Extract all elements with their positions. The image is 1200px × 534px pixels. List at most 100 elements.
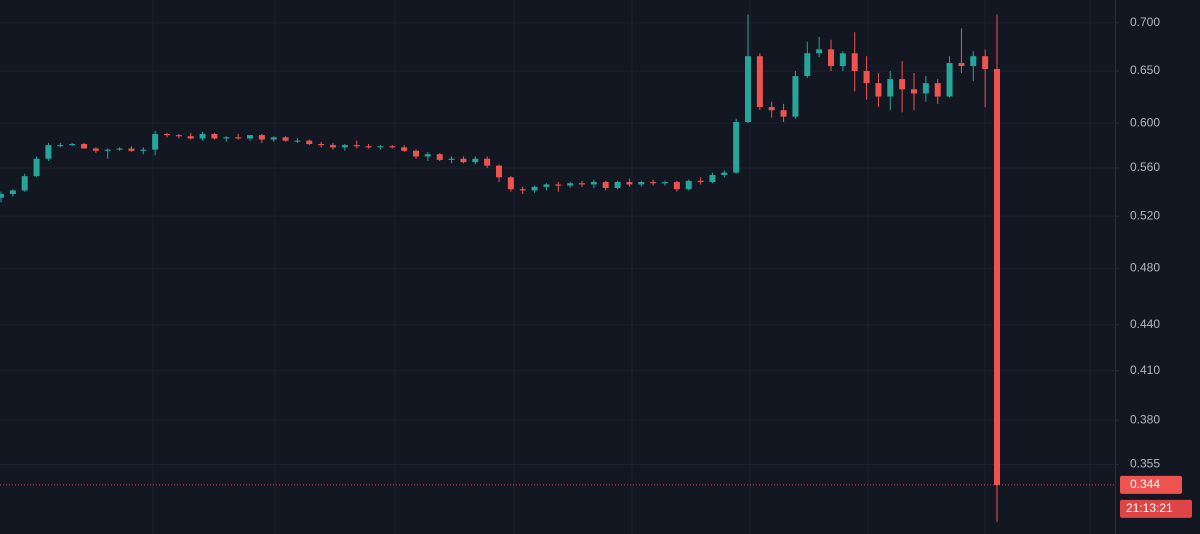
candle-body xyxy=(270,137,277,140)
candle xyxy=(448,156,455,164)
candle-body xyxy=(958,63,965,67)
candle xyxy=(685,179,692,191)
candle-body xyxy=(401,147,408,151)
candle xyxy=(958,28,965,74)
candle xyxy=(270,136,277,142)
candle-body xyxy=(579,183,585,185)
candle-body xyxy=(768,107,775,111)
candle xyxy=(887,71,894,111)
candle-body xyxy=(531,186,538,191)
candle-body xyxy=(543,184,550,187)
candle xyxy=(994,14,1000,522)
candle-body xyxy=(507,177,514,190)
candle-body xyxy=(187,136,194,139)
candle-body xyxy=(555,184,562,186)
candle-body xyxy=(887,79,894,97)
candle-body xyxy=(792,76,799,117)
candle xyxy=(104,148,111,159)
candle xyxy=(175,134,182,139)
countdown-box xyxy=(1120,499,1192,518)
candle xyxy=(460,156,467,164)
candle-body xyxy=(828,49,834,67)
candle-body xyxy=(81,144,87,149)
candle-body xyxy=(258,135,265,140)
candle xyxy=(662,180,668,186)
candle-body xyxy=(211,134,218,139)
candle xyxy=(970,51,977,82)
candle-body xyxy=(247,135,253,139)
candle-body xyxy=(448,158,455,160)
candle-body xyxy=(685,180,692,190)
candle-body xyxy=(875,83,882,97)
countdown-label: 21:13:21 xyxy=(1126,501,1173,515)
candle xyxy=(140,147,147,155)
candle xyxy=(223,136,230,142)
candle xyxy=(92,147,99,154)
candle-body xyxy=(911,89,917,94)
candle xyxy=(650,179,657,186)
candle xyxy=(828,39,834,72)
candle xyxy=(318,141,325,148)
candle xyxy=(436,153,443,162)
candle-body xyxy=(673,182,680,190)
candle-body xyxy=(282,137,289,141)
candle xyxy=(555,182,562,192)
y-tick-label: 0.560 xyxy=(1130,160,1160,174)
candle-body xyxy=(709,174,716,183)
candle xyxy=(590,179,597,189)
candle-body xyxy=(199,134,206,139)
candle xyxy=(768,101,775,118)
candle xyxy=(934,79,941,104)
candle-body xyxy=(804,53,811,77)
candle-body xyxy=(0,194,4,198)
candle-body xyxy=(294,140,301,142)
candle-body xyxy=(994,69,1000,485)
candle-body xyxy=(69,144,76,146)
candle-body xyxy=(128,148,135,151)
candle xyxy=(709,172,716,184)
candle-body xyxy=(365,146,372,148)
candle xyxy=(401,145,408,152)
candle-body xyxy=(330,145,336,148)
candle-body xyxy=(922,83,929,94)
candle xyxy=(602,180,609,191)
candle xyxy=(389,145,396,149)
y-tick-label: 0.520 xyxy=(1130,208,1160,222)
y-tick-label: 0.700 xyxy=(1130,15,1160,29)
candle xyxy=(472,156,479,165)
candle xyxy=(946,56,953,98)
candle-body xyxy=(57,145,64,147)
candle xyxy=(199,131,206,141)
candle-body xyxy=(638,182,645,185)
candle-body xyxy=(650,182,657,184)
candle-body xyxy=(496,165,502,178)
candle-body xyxy=(45,145,52,159)
candle xyxy=(567,182,574,189)
candle xyxy=(922,76,929,102)
candle xyxy=(697,177,704,185)
candle xyxy=(756,53,763,111)
candle xyxy=(638,180,645,187)
candle-body xyxy=(567,183,574,186)
candle-body xyxy=(92,148,99,151)
candle xyxy=(211,132,218,140)
candle-body xyxy=(9,190,16,195)
candle xyxy=(531,185,538,193)
candle xyxy=(875,73,882,108)
candle xyxy=(626,178,633,187)
candle xyxy=(341,144,348,151)
candle-body xyxy=(816,49,823,54)
candle-body xyxy=(851,53,858,72)
candle-body xyxy=(306,140,313,145)
last-price-label: 0.344 xyxy=(1130,477,1160,491)
candle xyxy=(721,170,728,178)
candle xyxy=(306,139,313,146)
candle xyxy=(863,56,870,100)
candle xyxy=(899,61,906,113)
candle-body xyxy=(839,53,846,67)
candle xyxy=(982,49,989,108)
candle-body xyxy=(982,56,989,70)
candle xyxy=(424,151,431,162)
last-price-box xyxy=(1120,475,1182,494)
